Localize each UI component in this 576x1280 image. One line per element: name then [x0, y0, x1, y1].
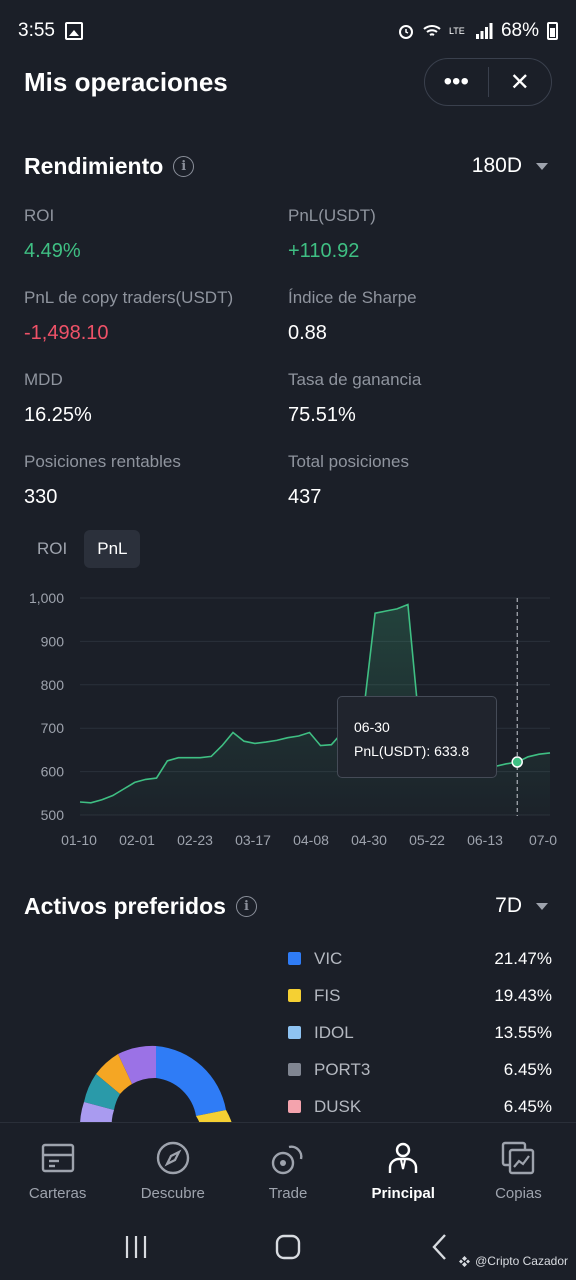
assets-header: Activos preferidos i 7D — [24, 888, 548, 924]
info-icon[interactable]: i — [235, 895, 257, 917]
assets-title: Activos preferidos — [24, 892, 226, 919]
stat-total-positions: Total posiciones 437 — [288, 452, 409, 508]
signal-icon — [475, 23, 493, 39]
performance-header: Rendimiento i 180D — [24, 148, 548, 184]
x-tick-label: 01-10 — [61, 832, 97, 848]
header-actions: ••• ✕ — [424, 58, 552, 106]
stat-profitable-positions: Posiciones rentables 330 — [24, 452, 181, 508]
stat-roi: ROI 4.49% — [24, 206, 81, 262]
x-tick-label: 06-13 — [467, 832, 503, 848]
tab-pnl[interactable]: PnL — [84, 530, 141, 568]
recent-apps-icon — [125, 1236, 147, 1258]
system-nav-bar — [0, 1214, 576, 1280]
donut-segment-orange — [96, 1054, 132, 1094]
chevron-down-icon — [536, 902, 548, 910]
page-title: Mis operaciones — [24, 66, 228, 97]
stats-grid: ROI 4.49% PnL(USDT) +110.92 PnL de copy tr… — [24, 206, 554, 510]
legend-item: VIC 21.47% — [288, 940, 552, 977]
binance-logo-icon — [459, 1255, 471, 1267]
battery-icon — [547, 22, 558, 40]
y-tick-label: 900 — [41, 633, 65, 649]
legend-swatch — [288, 1063, 301, 1076]
legend-item: FIS 19.43% — [288, 977, 552, 1014]
trade-icon — [271, 1145, 303, 1175]
copy-chart-icon — [502, 1141, 535, 1175]
more-options-button[interactable]: ••• — [443, 68, 469, 95]
stat-win-rate: Tasa de ganancia 75.51% — [288, 370, 422, 426]
watermark: @Cripto Cazador — [458, 1254, 568, 1268]
header: Mis operaciones ••• ✕ — [24, 58, 552, 106]
chart-tabs: ROI PnL — [24, 530, 141, 568]
network-label: LTE — [448, 25, 465, 36]
nav-descubre[interactable]: Descubre — [115, 1123, 230, 1214]
period-label: 7D — [495, 894, 522, 917]
performance-period-dropdown[interactable]: 180D — [472, 154, 548, 178]
back-button[interactable] — [420, 1227, 460, 1267]
legend-swatch — [288, 952, 301, 965]
legend-swatch — [288, 1026, 301, 1039]
x-tick-label: 04-30 — [351, 832, 387, 848]
close-button[interactable]: ✕ — [509, 68, 530, 96]
tooltip-value: PnL(USDT): 633.8 — [354, 743, 470, 759]
bottom-nav: Carteras Descubre Trade Principal Copias — [0, 1122, 576, 1214]
donut-segment-teal — [84, 1074, 120, 1110]
nav-principal[interactable]: Principal — [346, 1123, 461, 1214]
clock: 3:55 — [18, 20, 55, 41]
assets-donut-chart[interactable] — [70, 1040, 250, 1130]
stat-sharpe: Índice de Sharpe 0.88 — [288, 288, 417, 344]
chevron-down-icon — [536, 162, 548, 170]
nav-carteras[interactable]: Carteras — [0, 1123, 115, 1214]
alarm-icon — [398, 25, 413, 39]
y-tick-label: 600 — [41, 764, 65, 780]
x-tick-label: 05-22 — [409, 832, 445, 848]
x-tick-label: 07-0 — [529, 832, 557, 848]
legend-item: DUSK 6.45% — [288, 1088, 552, 1125]
x-tick-label: 02-01 — [119, 832, 155, 848]
image-notification-icon — [64, 22, 83, 40]
stat-mdd: MDD 16.25% — [24, 370, 92, 426]
assets-period-dropdown[interactable]: 7D — [495, 894, 548, 918]
donut-segment-vic — [156, 1046, 226, 1116]
x-tick-label: 02-23 — [177, 832, 213, 848]
legend-swatch — [288, 989, 301, 1002]
nav-copias[interactable]: Copias — [461, 1123, 576, 1214]
tooltip-date: 06-30 — [354, 719, 390, 735]
period-label: 180D — [471, 154, 522, 177]
y-tick-label: 500 — [41, 807, 65, 823]
recent-apps-button[interactable] — [116, 1227, 156, 1267]
status-bar: 3:55 LTE 68% — [0, 0, 576, 62]
y-tick-label: 700 — [41, 720, 65, 736]
wifi-icon — [423, 25, 441, 36]
chart-tooltip: 06-30 PnL(USDT): 633.8 — [337, 696, 497, 778]
legend-swatch — [288, 1100, 301, 1113]
stat-copy-traders-pnl: PnL de copy traders(USDT) -1,498.10 — [24, 288, 234, 344]
battery-percent: 68% — [500, 20, 539, 41]
compass-icon — [156, 1141, 189, 1175]
legend-item: PORT3 6.45% — [288, 1051, 552, 1088]
y-tick-label: 1,000 — [29, 590, 64, 606]
assets-legend: VIC 21.47% FIS 19.43% IDOL 13.55% PORT3 6.45… — [288, 940, 552, 1125]
y-tick-label: 800 — [41, 677, 65, 693]
home-button[interactable] — [268, 1227, 308, 1267]
tab-roi[interactable]: ROI — [37, 539, 68, 558]
donut-segment-purple — [118, 1045, 156, 1084]
x-tick-label: 03-17 — [235, 832, 271, 848]
info-icon[interactable]: i — [173, 155, 195, 177]
x-tick-label: 04-08 — [293, 832, 329, 848]
back-icon — [432, 1234, 446, 1260]
divider — [487, 67, 489, 97]
user-icon — [389, 1142, 418, 1173]
wallet-icon — [41, 1143, 74, 1173]
performance-title: Rendimiento — [24, 152, 164, 179]
home-icon — [275, 1234, 301, 1260]
legend-item: IDOL 13.55% — [288, 1014, 552, 1051]
stat-pnl: PnL(USDT) +110.92 — [288, 206, 376, 262]
nav-trade[interactable]: Trade — [230, 1123, 345, 1214]
tooltip-marker — [511, 756, 523, 768]
